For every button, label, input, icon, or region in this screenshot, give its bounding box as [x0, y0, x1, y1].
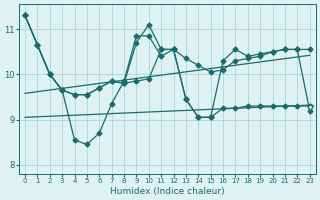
X-axis label: Humidex (Indice chaleur): Humidex (Indice chaleur)	[110, 187, 225, 196]
